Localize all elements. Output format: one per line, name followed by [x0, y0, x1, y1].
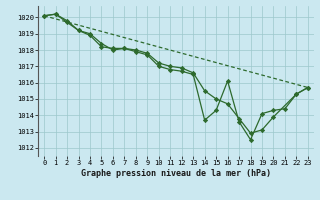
X-axis label: Graphe pression niveau de la mer (hPa): Graphe pression niveau de la mer (hPa)	[81, 169, 271, 178]
